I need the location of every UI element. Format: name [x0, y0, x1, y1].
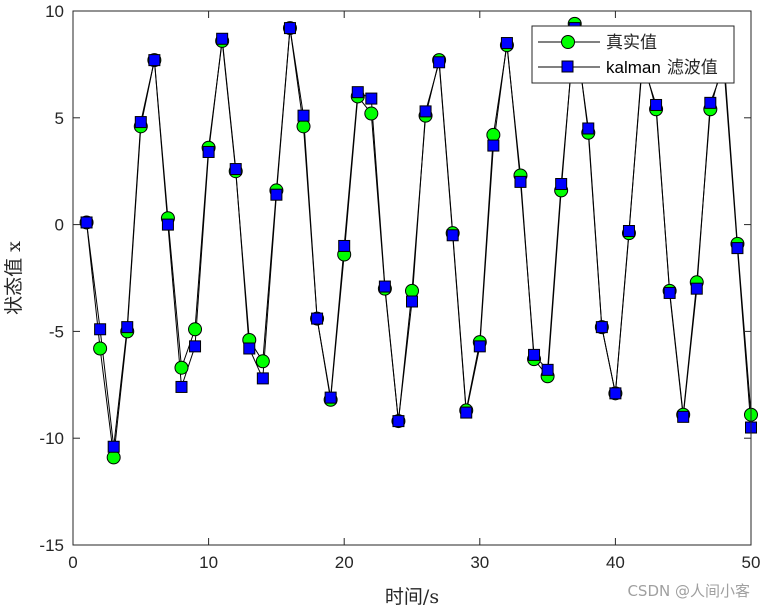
- data-point-square: [324, 391, 337, 404]
- data-point-circle: [405, 283, 419, 298]
- axes: 0 10 20 30 40 50 -15 -10 -5 0 5 10: [39, 2, 760, 572]
- data-point-circle: [364, 106, 379, 121]
- data-point-circle: [106, 450, 121, 465]
- data-point-square: [419, 105, 432, 118]
- y-axis-label: 状态值 x: [3, 241, 25, 315]
- data-point-square: [677, 410, 690, 423]
- data-point-square: [690, 282, 703, 295]
- data-point-square: [446, 229, 459, 242]
- data-point-square: [80, 216, 93, 229]
- data-point-square: [622, 225, 635, 238]
- data-point-square: [731, 242, 744, 255]
- legend-square-marker-icon: [561, 60, 574, 73]
- axes-box: [72, 10, 752, 546]
- data-point-square: [541, 363, 554, 376]
- y-tick-label: -10: [39, 429, 64, 448]
- data-point-square: [121, 321, 134, 334]
- data-point-square: [216, 32, 229, 45]
- x-axis-label: 时间/s: [385, 586, 439, 608]
- data-point-square: [229, 163, 242, 176]
- x-tick-label: 20: [335, 553, 354, 572]
- data-point-square: [582, 122, 595, 135]
- data-point-square: [311, 312, 324, 325]
- y-tick-label: 0: [55, 216, 64, 235]
- plot-area: [73, 11, 751, 545]
- data-point-square: [189, 340, 202, 353]
- data-point-square: [555, 178, 568, 191]
- data-point-square: [433, 56, 446, 69]
- data-point-square: [365, 92, 378, 105]
- data-point-square: [528, 348, 541, 361]
- data-point-square: [161, 218, 174, 231]
- data-point-square: [94, 323, 107, 336]
- x-tick-label: 0: [68, 553, 77, 572]
- data-point-circle: [93, 341, 108, 356]
- data-point-circle: [188, 322, 203, 337]
- data-point-square: [663, 286, 676, 299]
- data-point-square: [378, 280, 391, 293]
- data-point-circle: [296, 119, 311, 134]
- data-point-square: [107, 440, 120, 453]
- data-point-square: [487, 139, 500, 152]
- data-point-square: [406, 295, 418, 308]
- data-point-square: [256, 372, 269, 385]
- legend-label-true: 真实值: [606, 33, 657, 53]
- legend: 真实值 kalman 滤波值: [531, 25, 735, 84]
- data-point-square: [473, 340, 486, 353]
- y-tick-label: -5: [49, 322, 64, 341]
- series-line-1: [86, 28, 752, 447]
- data-point-circle: [486, 127, 501, 142]
- data-point-square: [460, 406, 473, 419]
- data-point-square: [175, 380, 188, 393]
- data-point-square: [338, 239, 351, 252]
- data-point-square: [270, 188, 283, 201]
- data-point-square: [202, 145, 215, 158]
- x-tick-label: 10: [199, 553, 218, 572]
- data-point-square: [514, 175, 527, 188]
- data-point-circle: [174, 360, 189, 375]
- data-point-square: [650, 98, 663, 111]
- y-tick-label: -15: [39, 536, 64, 555]
- data-point-square: [297, 109, 310, 122]
- watermark: CSDN @人间小客: [627, 582, 750, 600]
- data-point-square: [500, 37, 513, 50]
- data-point-square: [148, 54, 161, 67]
- data-point-square: [704, 96, 717, 109]
- data-point-square: [134, 116, 147, 129]
- data-point-square: [392, 415, 405, 428]
- data-point-circle: [255, 354, 270, 369]
- x-tick-label: 50: [742, 553, 761, 572]
- data-point-square: [595, 321, 608, 334]
- x-tick-label: 40: [606, 553, 625, 572]
- data-point-square: [283, 22, 296, 35]
- data-point-square: [351, 86, 364, 99]
- data-point-square: [243, 342, 256, 355]
- legend-label-kalman: kalman 滤波值: [606, 58, 718, 78]
- x-tick-label: 30: [470, 553, 489, 572]
- y-tick-label: 5: [55, 109, 64, 128]
- legend-circle-marker-icon: [561, 35, 575, 49]
- data-point-square: [609, 387, 622, 400]
- y-tick-label: 10: [45, 2, 64, 21]
